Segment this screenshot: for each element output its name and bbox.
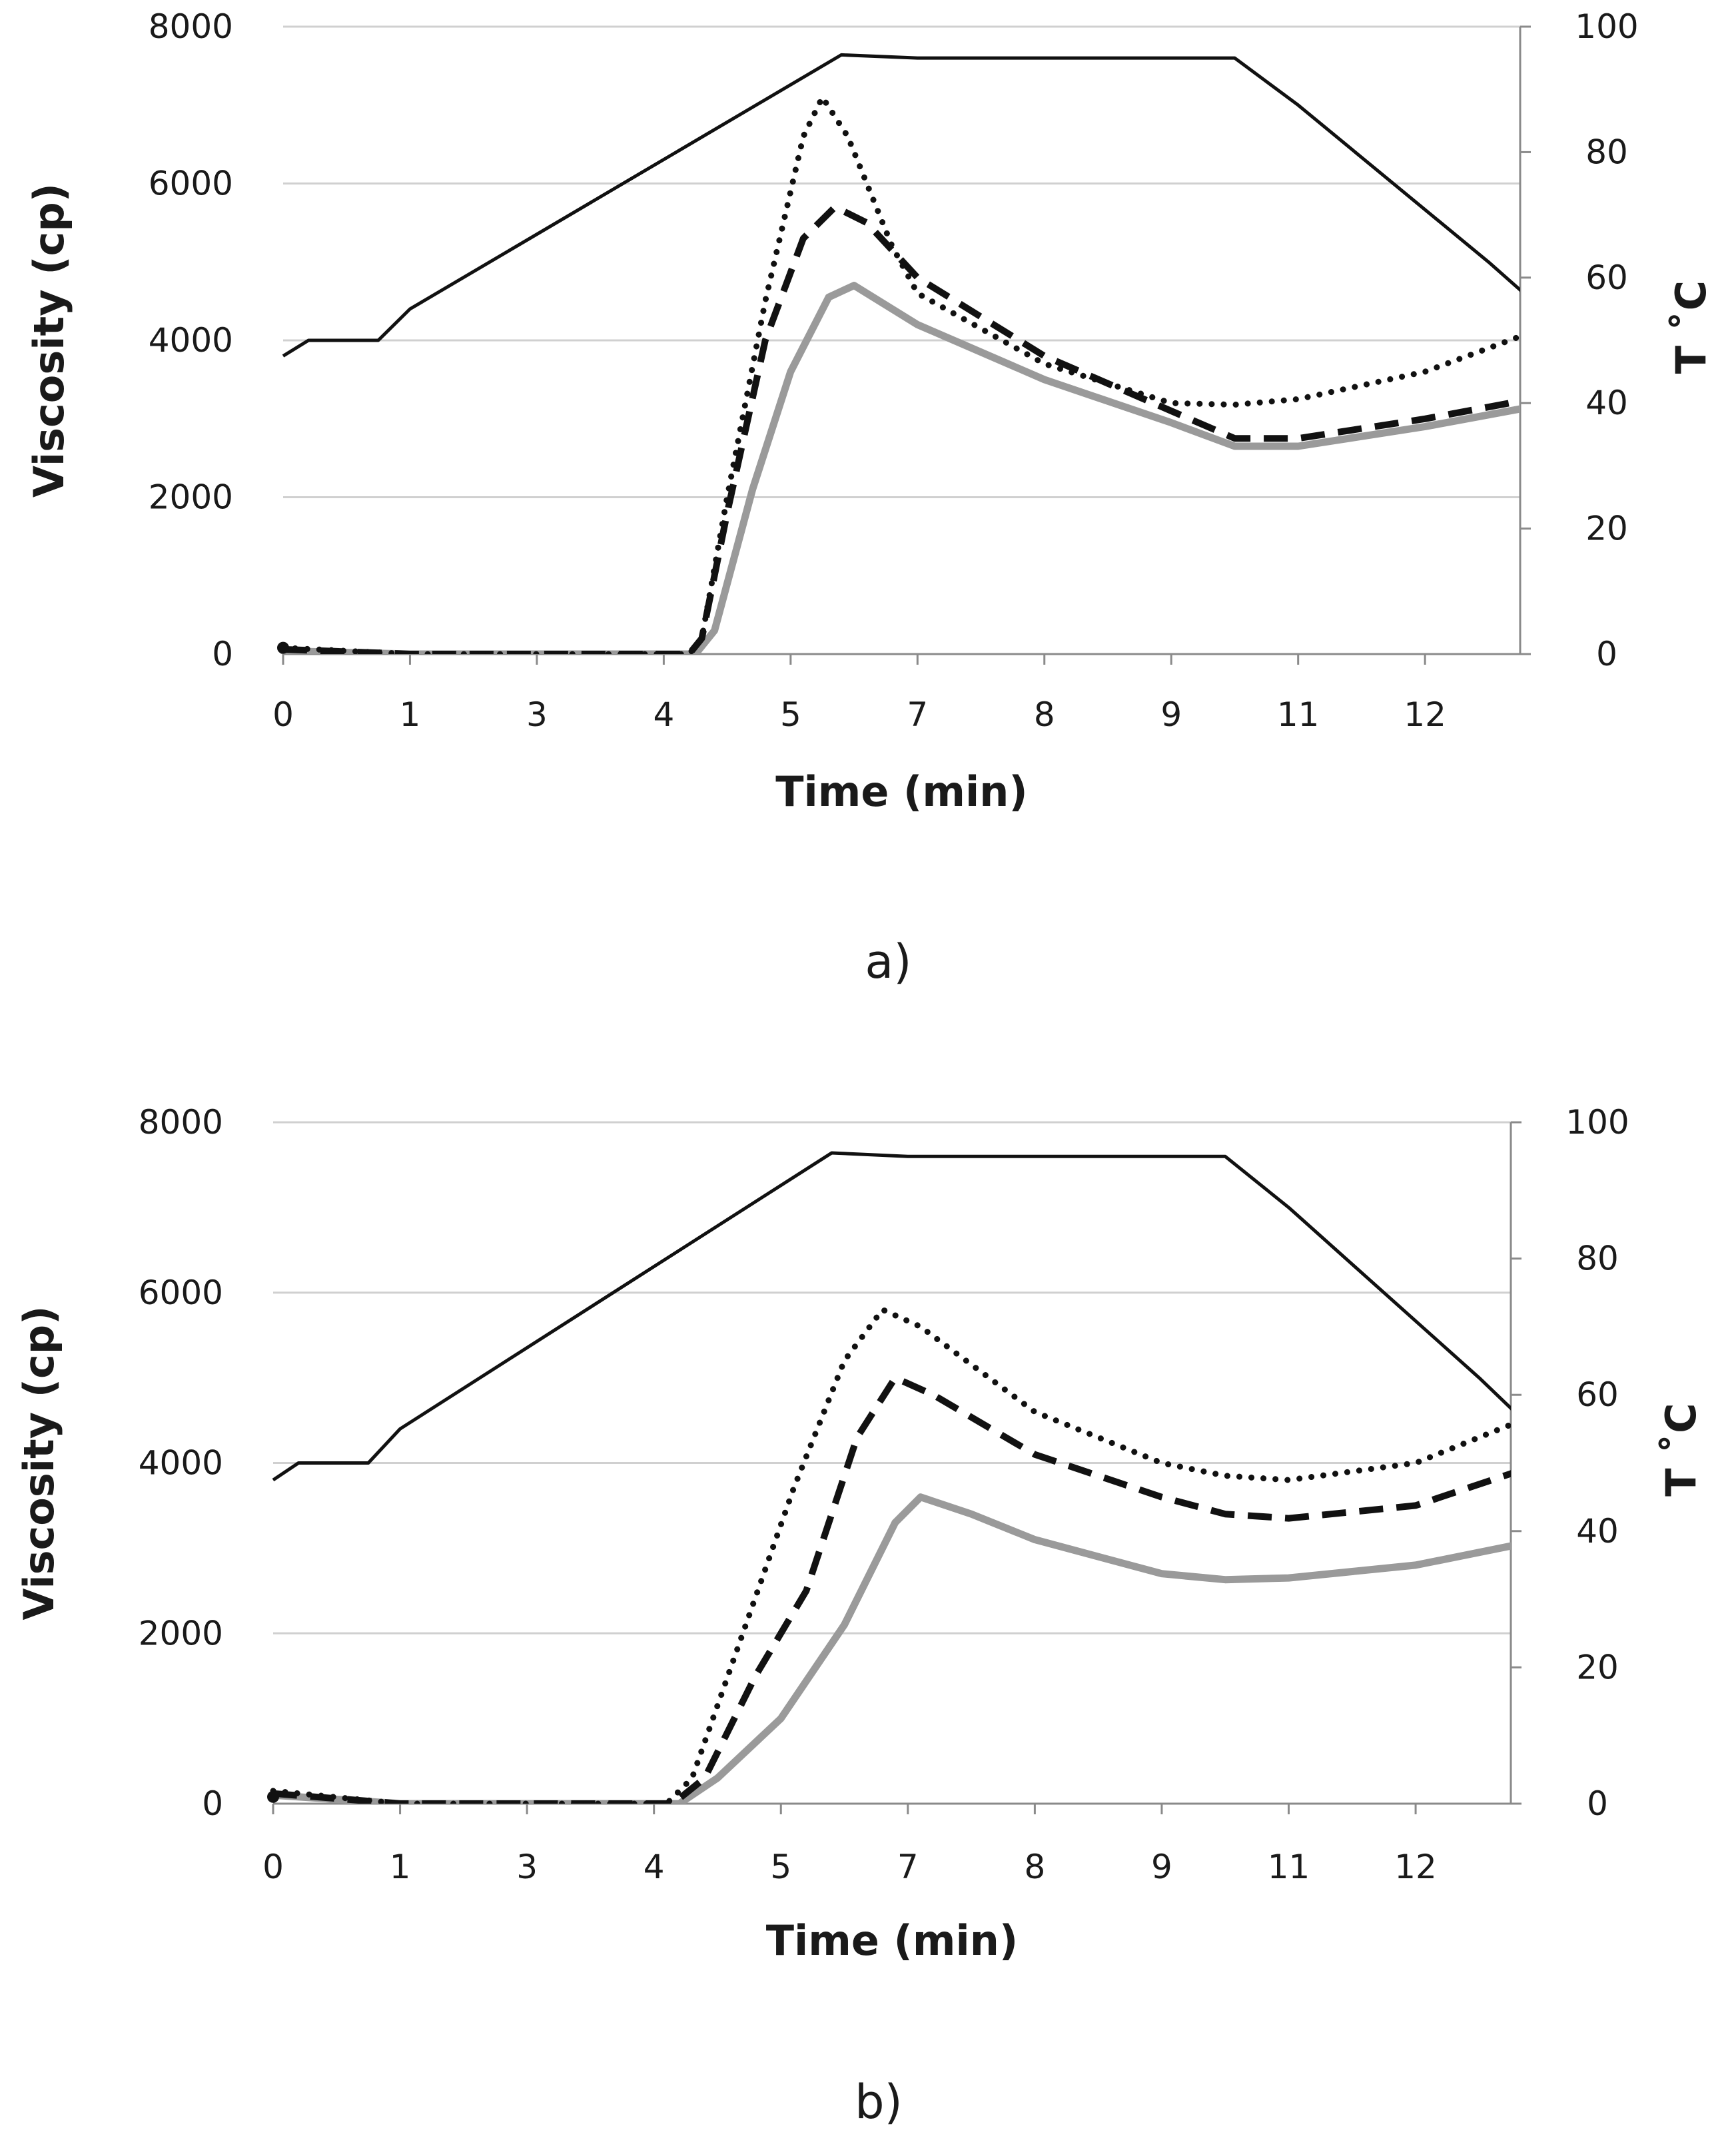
y-tick-label: 2000	[149, 478, 233, 517]
y-tick-label: 2000	[139, 1614, 223, 1652]
y-axis-title: Viscosity (cp)	[15, 1306, 63, 1620]
y-tick-label: 8000	[149, 7, 233, 46]
y2-tick-label: 40	[1576, 1512, 1619, 1551]
x-axis-title: Time (min)	[766, 1916, 1018, 1965]
y-tick-label: 8000	[139, 1103, 223, 1142]
panel-label: b)	[855, 2075, 903, 2129]
y2-tick-label: 60	[1576, 1375, 1619, 1414]
y-tick-label: 6000	[149, 165, 233, 203]
y-tick-label: 6000	[139, 1273, 223, 1312]
x-tick-label: 9	[1151, 1848, 1172, 1886]
chart-panel-b: 0 2000 4000 6000 8000 0 20 40 60 80 100 0 1 3 4 5 7 8 9 11 1…	[15, 1103, 1705, 2129]
x-tick-label: 3	[526, 695, 548, 734]
x-axis-title: Time (min)	[775, 767, 1027, 816]
y2-axis-title: T ˚C	[1667, 280, 1715, 374]
y2-tick-label: 40	[1585, 384, 1628, 422]
y-tick-label: 4000	[139, 1444, 223, 1483]
y-axis-title: Viscosity (cp)	[25, 183, 73, 498]
x-tick-label: 5	[780, 695, 801, 734]
panel-label: a)	[865, 934, 911, 989]
y2-tick-label: 100	[1575, 7, 1638, 46]
y2-tick-label: 80	[1585, 133, 1628, 171]
x-tick-label: 7	[907, 695, 928, 734]
y2-tick-label: 20	[1585, 510, 1628, 548]
series-line-dotted	[270, 1306, 1511, 1804]
series-line-gray	[279, 282, 1520, 654]
series-line-gray	[269, 1493, 1511, 1804]
x-tick-label: 7	[897, 1848, 919, 1886]
x-tick-label: 12	[1394, 1848, 1437, 1886]
series-line-dashed	[282, 203, 1520, 654]
x-tick-label: 4	[653, 695, 674, 734]
x-tick-label: 1	[400, 695, 421, 734]
y-tick-label: 0	[202, 1784, 223, 1823]
x-tick-label: 8	[1034, 695, 1055, 734]
series-line-dashed	[272, 1374, 1511, 1804]
y2-tick-label: 0	[1587, 1784, 1608, 1823]
start-marker	[277, 641, 289, 654]
x-tick-label: 8	[1024, 1848, 1045, 1886]
x-tick-label: 12	[1404, 695, 1446, 734]
x-tick-label: 9	[1160, 695, 1182, 734]
series-line-dotted	[280, 94, 1520, 654]
y2-axis-title: T ˚C	[1657, 1403, 1705, 1496]
y-tick-label: 0	[212, 635, 233, 673]
x-tick-label: 3	[516, 1848, 538, 1886]
y2-tick-label: 60	[1585, 258, 1628, 297]
x-tick-label: 0	[272, 695, 294, 734]
x-tick-label: 1	[390, 1848, 411, 1886]
temperature-line	[282, 53, 1520, 358]
y2-tick-label: 20	[1576, 1648, 1619, 1686]
y2-tick-label: 0	[1596, 635, 1617, 673]
y-tick-label: 4000	[149, 321, 233, 360]
x-tick-label: 4	[644, 1848, 665, 1886]
x-tick-label: 5	[770, 1848, 791, 1886]
x-tick-label: 0	[262, 1848, 284, 1886]
y2-tick-label: 100	[1565, 1103, 1629, 1142]
y2-tick-label: 80	[1576, 1240, 1619, 1278]
x-tick-label: 11	[1277, 695, 1320, 734]
temperature-line	[272, 1151, 1511, 1482]
start-marker	[267, 1790, 279, 1803]
chart-panel-a: 0 2000 4000 6000 8000 0 20 40 60 80 100 0 1 3 4 5 7 8 9 11 1…	[25, 7, 1715, 989]
x-tick-label: 11	[1268, 1848, 1310, 1886]
